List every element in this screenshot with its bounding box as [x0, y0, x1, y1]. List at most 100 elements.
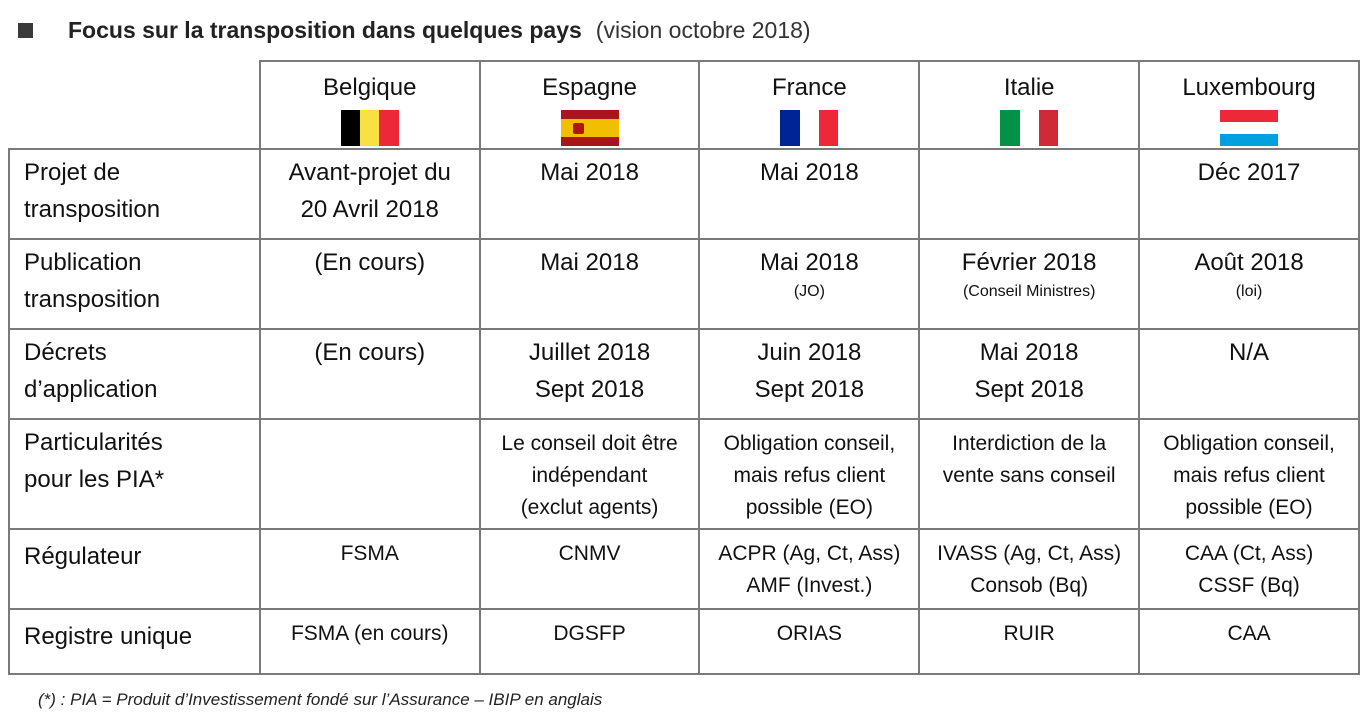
- cell-particularites-lu: Obligation conseil, mais refus client po…: [1138, 418, 1360, 530]
- cell-text: CNMV: [558, 542, 621, 565]
- cell-text: Sept 2018: [974, 376, 1084, 403]
- flag-stripe: [340, 110, 361, 146]
- cell-projet-be: Avant-projet du 20 Avril 2018: [258, 148, 481, 240]
- belgium-flag-icon: [340, 110, 399, 146]
- country-italie: Italie: [918, 60, 1141, 150]
- cell-text: CAA (Ct, Ass): [1184, 542, 1314, 565]
- cell-decrets-be: (En cours): [258, 328, 481, 420]
- footnote: (*) : PIA = Produit d’Investissement fon…: [38, 690, 603, 709]
- cell-registre-it: RUIR: [918, 608, 1141, 675]
- cell-text: Mai 2018: [540, 159, 639, 186]
- country-name: Espagne: [542, 74, 637, 101]
- cell-text: ACPR (Ag, Ct, Ass): [718, 542, 901, 565]
- country-name: France: [772, 74, 847, 101]
- cell-text: CAA: [1227, 622, 1271, 645]
- luxembourg-flag-icon: [1220, 110, 1279, 146]
- cell-text: mais refus client: [733, 464, 886, 487]
- row-label-line: Publication: [24, 249, 142, 276]
- cell-text: Interdiction de la: [952, 432, 1107, 455]
- cell-publication-es: Mai 2018: [478, 238, 701, 330]
- cell-text: Obligation conseil,: [723, 432, 896, 455]
- flag-stripe: [1220, 110, 1279, 122]
- cell-particularites-es: Le conseil doit être indépendant (exclut…: [478, 418, 701, 530]
- cell-text: Mai 2018: [760, 159, 859, 186]
- cell-text: 20 Avril 2018: [300, 196, 439, 223]
- cell-regulateur-it: IVASS (Ag, Ct, Ass) Consob (Bq): [918, 528, 1141, 610]
- cell-text: vente sans conseil: [942, 464, 1116, 487]
- flag-stripe: [1038, 110, 1059, 146]
- flag-stripe: [1000, 110, 1020, 146]
- cell-projet-fr: Mai 2018: [698, 148, 921, 240]
- cell-projet-lu: Déc 2017: [1138, 148, 1360, 240]
- row-label-line: d’application: [24, 376, 158, 403]
- cell-publication-it: Février 2018 (Conseil Ministres): [918, 238, 1141, 330]
- cell-decrets-lu: N/A: [1138, 328, 1360, 420]
- cell-text: Juin 2018: [757, 339, 862, 366]
- country-header-row: Belgique Espagne France: [9, 60, 1360, 150]
- page-subtitle: (vision octobre 2018): [595, 16, 811, 43]
- cell-registre-lu: CAA: [1138, 608, 1360, 675]
- country-espagne: Espagne: [478, 60, 701, 150]
- cell-text: possible (EO): [1185, 496, 1313, 519]
- row-particularites: Particularités pour les PIA* Le conseil …: [8, 418, 1360, 530]
- cell-text: Sept 2018: [754, 376, 865, 403]
- row-label-line: Projet de: [24, 159, 121, 186]
- cell-text: AMF (Invest.): [746, 574, 873, 597]
- flag-stripe: [819, 110, 839, 146]
- cell-text: IVASS (Ag, Ct, Ass): [937, 542, 1122, 565]
- italy-flag-icon: [1000, 110, 1059, 146]
- cell-text: CSSF (Bq): [1198, 574, 1300, 597]
- square-bullet-icon: [18, 22, 33, 38]
- cell-text: indépendant: [531, 464, 648, 487]
- cell-projet-es: Mai 2018: [478, 148, 701, 240]
- cell-decrets-fr: Juin 2018 Sept 2018: [698, 328, 921, 420]
- flag-stripe: [1220, 134, 1279, 146]
- cell-text: (En cours): [314, 249, 426, 276]
- page-title: Focus sur la transposition dans quelques…: [68, 16, 582, 43]
- cell-regulateur-fr: ACPR (Ag, Ct, Ass) AMF (Invest.): [698, 528, 921, 610]
- row-label-line: Registre unique: [24, 623, 193, 650]
- cell-regulateur-lu: CAA (Ct, Ass) CSSF (Bq): [1138, 528, 1360, 610]
- cell-text: Mai 2018: [760, 249, 859, 276]
- cell-text: Déc 2017: [1197, 159, 1301, 186]
- row-label-line: transposition: [24, 286, 161, 313]
- flag-stripe: [780, 110, 800, 146]
- row-label-line: transposition: [24, 196, 161, 223]
- flag-stripe: [1019, 110, 1039, 146]
- cell-regulateur-be: FSMA: [258, 528, 481, 610]
- country-france: France: [698, 60, 921, 150]
- cell-decrets-es: Juillet 2018 Sept 2018: [478, 328, 701, 420]
- cell-text: (exclut agents): [520, 496, 659, 519]
- row-registre: Registre unique FSMA (en cours) DGSFP OR…: [8, 608, 1360, 675]
- cell-text: Le conseil doit être: [501, 432, 678, 455]
- cell-publication-lu: Août 2018 (loi): [1138, 238, 1360, 330]
- country-belgique: Belgique: [258, 60, 481, 150]
- cell-projet-it: [918, 148, 1141, 240]
- row-label-line: Particularités: [24, 429, 163, 456]
- cell-text: FSMA: [340, 542, 399, 565]
- country-name: Luxembourg: [1182, 74, 1316, 101]
- cell-text: N/A: [1229, 339, 1270, 366]
- cell-decrets-it: Mai 2018 Sept 2018: [918, 328, 1141, 420]
- cell-regulateur-es: CNMV: [478, 528, 701, 610]
- cell-registre-fr: ORIAS: [698, 608, 921, 675]
- row-label: Registre unique: [8, 608, 261, 675]
- flag-stripe: [360, 110, 380, 146]
- cell-text: (En cours): [314, 339, 426, 366]
- cell-text: Avant-projet du: [288, 159, 451, 186]
- france-flag-icon: [780, 110, 839, 146]
- cell-publication-be: (En cours): [258, 238, 481, 330]
- cell-text: Juillet 2018: [528, 339, 651, 366]
- cell-registre-es: DGSFP: [478, 608, 701, 675]
- cell-text: Consob (Bq): [970, 574, 1089, 597]
- flag-stripe: [560, 137, 619, 146]
- cell-text: FSMA (en cours): [290, 622, 449, 645]
- row-label: Publication transposition: [8, 238, 261, 330]
- coat-of-arms-icon: [572, 123, 584, 134]
- cell-text: mais refus client: [1173, 464, 1325, 487]
- cell-text: Août 2018: [1194, 249, 1304, 276]
- cell-text: Mai 2018: [979, 339, 1079, 366]
- flag-stripe: [1220, 122, 1279, 134]
- cell-text: Obligation conseil,: [1163, 432, 1335, 455]
- cell-particularites-be: [258, 418, 481, 530]
